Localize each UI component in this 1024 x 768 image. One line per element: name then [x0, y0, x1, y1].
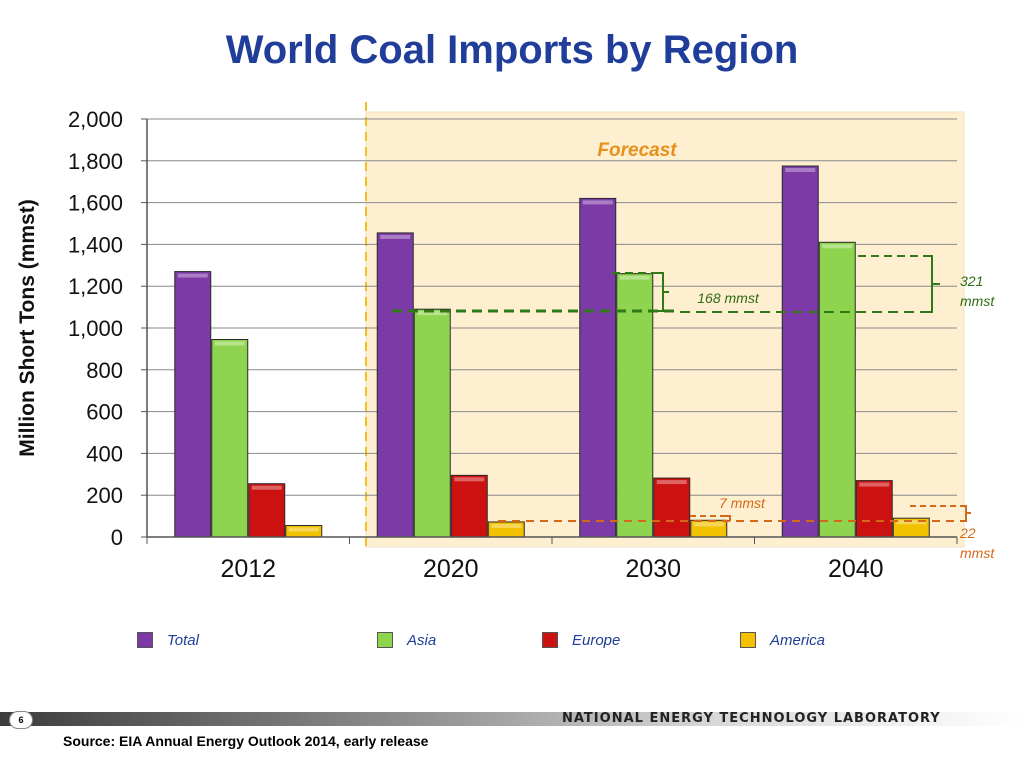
slide-title: World Coal Imports by Region [225, 28, 799, 72]
annotations: 168 mmst 321 mmst 7 mmst 22 mmst [392, 255, 995, 561]
y-axis-label: Million Short Tons (mmst) [16, 199, 39, 456]
bar-total-2040 [781, 165, 819, 538]
y-tick-label: 1,800 [68, 149, 123, 174]
bar-total-2030 [579, 197, 617, 538]
y-tick-label: 1,400 [68, 232, 123, 257]
forecast-label: Forecast [597, 140, 677, 161]
bar-asia-2012 [211, 338, 249, 538]
legend-item-total: Total [137, 630, 199, 650]
bar-total-2012 [174, 271, 212, 538]
bar-chart: Forecast 0 200 400 600 800 1,000 1,200 1,400 1,6… [16, 102, 995, 583]
bar-highlight [582, 200, 613, 205]
y-tick-label: 1,200 [68, 274, 123, 299]
y-tick-label: 600 [86, 400, 123, 425]
annotation-321-unit: mmst [960, 293, 995, 309]
bar-asia-2030 [616, 273, 654, 538]
y-tick-label: 800 [86, 358, 123, 383]
bar-highlight [288, 527, 319, 532]
bar-highlight [619, 275, 650, 280]
bars [174, 165, 930, 538]
legend-label-america: America [770, 631, 826, 649]
organization-name: NATIONAL ENERGY TECHNOLOGY LABORATORY [562, 711, 941, 726]
forecast-region [365, 111, 965, 548]
y-tick-label: 1,000 [68, 316, 123, 341]
annotation-22-unit: mmst [960, 545, 995, 561]
annotation-22-value: 22 [959, 525, 976, 541]
legend-item-europe: Europe [542, 630, 620, 650]
bar-europe-2030 [653, 477, 691, 538]
bracket-7 [724, 515, 731, 521]
bracket-22 [960, 505, 971, 522]
y-tick-label: 1,600 [68, 191, 123, 216]
annotation-7: 7 mmst [719, 495, 766, 511]
page-number: 6 [9, 711, 33, 729]
bar-total-2020 [376, 232, 414, 538]
source-note: Source: EIA Annual Energy Outlook 2014, … [63, 733, 429, 749]
x-tick-label: 2020 [423, 555, 479, 583]
legend-swatch-total [137, 632, 153, 648]
x-tick-label: 2040 [828, 555, 884, 583]
bar-highlight [656, 480, 687, 485]
bar-highlight [859, 482, 890, 487]
axes: 0 200 400 600 800 1,000 1,200 1,400 1,600 1,800 2,… [68, 107, 958, 583]
y-tick-label: 400 [86, 441, 123, 466]
legend-label-europe: Europe [572, 631, 621, 649]
bar-highlight [896, 520, 927, 525]
bar-highlight [693, 522, 724, 527]
bar-highlight [380, 234, 411, 239]
x-tick-label: 2012 [220, 555, 276, 583]
bar-highlight [491, 523, 522, 528]
legend-label-total: Total [167, 631, 199, 649]
x-tick-label: 2030 [625, 555, 681, 583]
bar-highlight [177, 273, 208, 278]
bracket-321 [924, 255, 940, 313]
y-tick-label: 0 [111, 525, 123, 550]
bar-highlight [822, 244, 853, 249]
legend-swatch-asia [377, 632, 393, 648]
footer-bar [0, 712, 1024, 726]
bracket-168 [655, 272, 669, 312]
bar-asia-2020 [413, 308, 451, 538]
legend-label-asia: Asia [407, 631, 437, 649]
bar-highlight [417, 311, 448, 316]
annotation-321-value: 321 [960, 273, 983, 289]
bar-europe-2040 [855, 480, 893, 538]
bar-europe-2020 [450, 474, 488, 538]
bar-highlight [214, 341, 245, 346]
legend-swatch-america [740, 632, 756, 648]
bar-highlight [251, 485, 282, 490]
annotation-168: 168 mmst [697, 290, 760, 306]
legend-item-asia: Asia [377, 630, 436, 650]
bar-europe-2012 [248, 483, 286, 538]
bar-asia-2040 [818, 241, 856, 538]
legend-item-america: America [740, 630, 825, 650]
y-tick-label: 2,000 [68, 107, 123, 132]
bar-highlight [454, 477, 485, 482]
bar-highlight [785, 168, 816, 173]
legend-swatch-europe [542, 632, 558, 648]
y-tick-label: 200 [86, 483, 123, 508]
